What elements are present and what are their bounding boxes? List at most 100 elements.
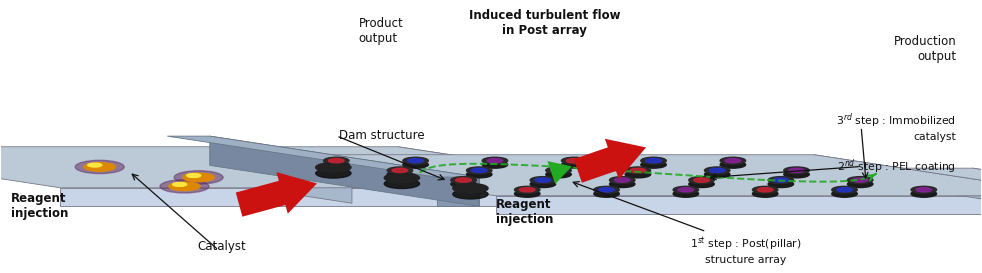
Circle shape <box>169 182 200 191</box>
Circle shape <box>316 168 351 178</box>
Circle shape <box>187 174 200 177</box>
Circle shape <box>551 168 567 173</box>
Circle shape <box>615 178 630 182</box>
Circle shape <box>911 190 937 197</box>
Circle shape <box>482 161 508 168</box>
Circle shape <box>453 183 488 193</box>
Circle shape <box>323 161 349 168</box>
Circle shape <box>408 159 423 163</box>
Polygon shape <box>230 166 352 203</box>
Circle shape <box>911 186 937 193</box>
Text: Dam structure: Dam structure <box>339 129 425 142</box>
Polygon shape <box>60 188 667 206</box>
Polygon shape <box>227 155 982 196</box>
Circle shape <box>519 188 535 192</box>
Circle shape <box>610 181 635 188</box>
Circle shape <box>594 186 620 193</box>
Circle shape <box>784 167 809 174</box>
Circle shape <box>646 159 662 163</box>
Circle shape <box>704 167 730 174</box>
Circle shape <box>487 159 503 163</box>
Circle shape <box>832 186 857 193</box>
Circle shape <box>403 161 428 168</box>
Circle shape <box>626 171 651 178</box>
Circle shape <box>451 177 476 183</box>
Circle shape <box>673 190 698 197</box>
Text: 2$^{nd}$ step : PEL coating: 2$^{nd}$ step : PEL coating <box>838 157 956 176</box>
Circle shape <box>752 190 778 197</box>
Text: Induced turbulent flow
in Post array: Induced turbulent flow in Post array <box>469 9 621 37</box>
Circle shape <box>403 157 428 164</box>
Circle shape <box>594 190 620 197</box>
Circle shape <box>789 168 804 173</box>
Circle shape <box>610 177 635 183</box>
Circle shape <box>456 178 471 182</box>
Text: Product
output: Product output <box>358 17 404 45</box>
Text: Production
output: Production output <box>894 35 956 63</box>
Circle shape <box>626 167 651 174</box>
Circle shape <box>562 161 587 168</box>
Circle shape <box>482 157 508 164</box>
Circle shape <box>87 163 102 167</box>
Circle shape <box>784 171 809 178</box>
Circle shape <box>174 171 223 184</box>
Polygon shape <box>486 160 682 179</box>
Polygon shape <box>973 168 982 206</box>
Circle shape <box>599 188 615 192</box>
Circle shape <box>183 173 214 182</box>
Circle shape <box>328 159 344 163</box>
Circle shape <box>852 178 868 182</box>
Circle shape <box>392 168 408 173</box>
Polygon shape <box>398 147 667 206</box>
Circle shape <box>720 161 745 168</box>
Circle shape <box>688 181 714 188</box>
Circle shape <box>773 178 789 182</box>
Circle shape <box>387 171 412 178</box>
Circle shape <box>535 178 551 182</box>
Circle shape <box>752 186 778 193</box>
Circle shape <box>567 159 582 163</box>
Polygon shape <box>814 155 982 214</box>
Circle shape <box>384 173 419 183</box>
Polygon shape <box>167 136 479 177</box>
Circle shape <box>704 171 730 178</box>
Polygon shape <box>496 196 982 214</box>
Circle shape <box>837 188 852 192</box>
Circle shape <box>720 157 745 164</box>
Circle shape <box>678 188 693 192</box>
Circle shape <box>546 171 572 178</box>
Circle shape <box>693 178 709 182</box>
Circle shape <box>316 163 351 172</box>
Circle shape <box>768 181 793 188</box>
Polygon shape <box>559 160 682 197</box>
Circle shape <box>530 177 556 183</box>
Circle shape <box>515 186 540 193</box>
Text: 1$^{st}$ step : Post(pillar)
structure array: 1$^{st}$ step : Post(pillar) structure a… <box>689 236 801 265</box>
Circle shape <box>160 180 209 193</box>
Circle shape <box>688 177 714 183</box>
Circle shape <box>768 177 793 183</box>
Circle shape <box>630 168 646 173</box>
Circle shape <box>847 181 873 188</box>
Circle shape <box>76 160 124 174</box>
Circle shape <box>725 159 740 163</box>
Circle shape <box>641 157 666 164</box>
Text: Reagent
injection: Reagent injection <box>11 192 69 220</box>
Circle shape <box>323 157 349 164</box>
Circle shape <box>832 190 857 197</box>
Circle shape <box>530 181 556 188</box>
Circle shape <box>847 177 873 183</box>
Circle shape <box>673 186 698 193</box>
Circle shape <box>709 168 725 173</box>
Text: Catalyst: Catalyst <box>197 240 246 253</box>
Circle shape <box>84 163 115 171</box>
Circle shape <box>387 167 412 174</box>
Circle shape <box>384 179 419 189</box>
Polygon shape <box>210 136 479 206</box>
Text: Reagent
injection: Reagent injection <box>496 198 553 226</box>
Circle shape <box>453 189 488 199</box>
Circle shape <box>641 161 666 168</box>
Polygon shape <box>352 185 422 203</box>
Text: 3$^{rd}$ step : Immobilized
catalyst: 3$^{rd}$ step : Immobilized catalyst <box>837 111 956 142</box>
Polygon shape <box>0 147 667 188</box>
